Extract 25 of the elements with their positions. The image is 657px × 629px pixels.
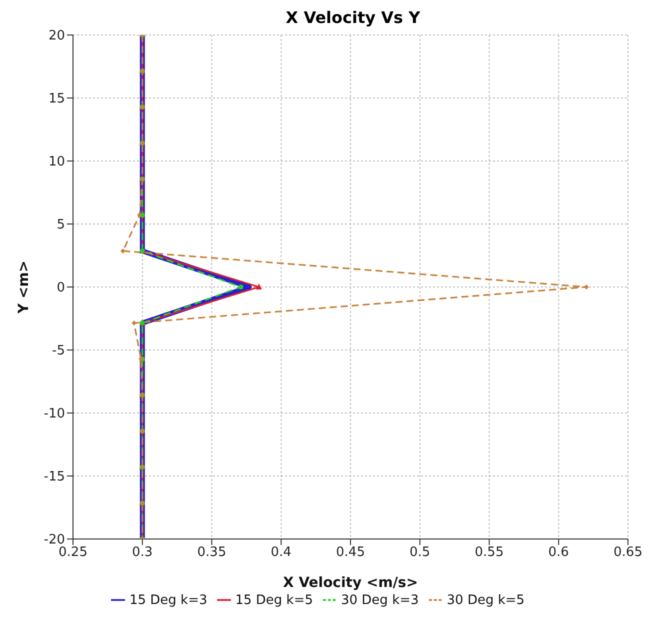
x-tick-label: 0.6 [548, 545, 569, 560]
legend-label: 15 Deg k=5 [235, 593, 313, 608]
y-tick-label: -10 [44, 406, 65, 422]
x-tick-label: 0.4 [270, 545, 292, 560]
x-tick-label: 0.35 [197, 545, 226, 560]
x-tick-label: 0.25 [58, 545, 88, 560]
y-tick-label: 20 [48, 28, 65, 44]
x-axis-title: X Velocity <m/s> [283, 575, 418, 591]
x-tick-label: 0.45 [336, 545, 365, 560]
y-tick-label: 5 [56, 218, 65, 233]
legend-label: 30 Deg k=3 [341, 593, 419, 608]
x-tick-label: 0.5 [410, 545, 430, 560]
y-axis-title: Y <m> [16, 260, 32, 315]
chart-title: X Velocity Vs Y [284, 8, 422, 27]
y-tick-label: 10 [48, 154, 65, 170]
y-tick-label: -20 [44, 532, 65, 548]
y-tick-label: -15 [44, 470, 65, 485]
x-tick-label: 0.3 [132, 545, 153, 560]
y-tick-label: 0 [56, 280, 65, 296]
legend-label: 30 Deg k=5 [446, 593, 525, 608]
x-tick-label: 0.55 [474, 545, 504, 560]
legend-label: 15 Deg k=3 [129, 593, 208, 608]
y-tick-label: -5 [52, 344, 65, 359]
y-tick-label: 15 [48, 92, 65, 107]
x-tick-label: 0.65 [614, 545, 642, 560]
